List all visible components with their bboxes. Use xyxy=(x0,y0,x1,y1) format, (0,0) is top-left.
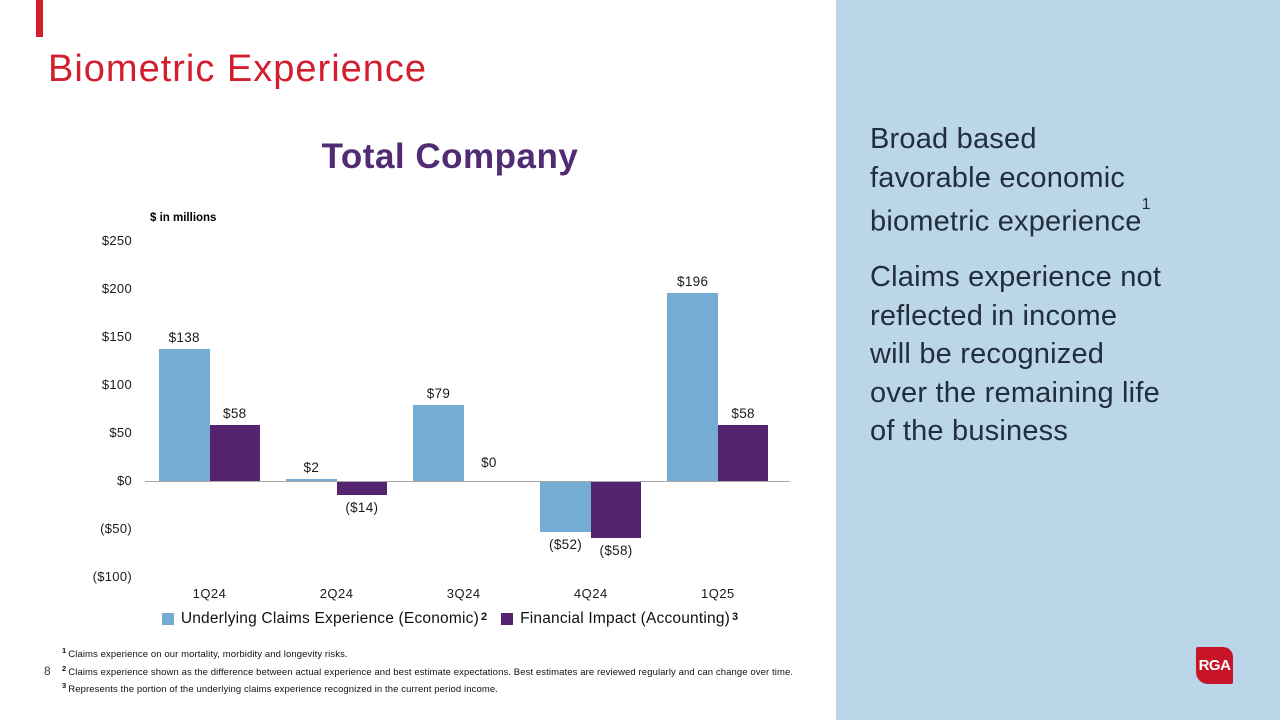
sidebar-text-line: Broad based xyxy=(870,123,1037,155)
legend-item-economic: Underlying Claims Experience (Economic) 2 xyxy=(161,610,488,628)
chart-legend: Underlying Claims Experience (Economic) 2… xyxy=(110,610,790,628)
y-axis-tick-label: $0 xyxy=(116,472,132,488)
bar-economic-1Q25 xyxy=(667,292,718,481)
x-axis-category-label: 2Q24 xyxy=(319,586,354,601)
bar-accounting-4Q24 xyxy=(590,482,642,538)
bar-accounting-2Q24 xyxy=(336,482,388,496)
rga-logo-text: RGA xyxy=(1198,657,1231,674)
x-axis-line xyxy=(145,480,790,482)
sidebar-text-line: biometric experience1 xyxy=(870,196,1151,238)
legend-swatch-icon xyxy=(501,613,514,625)
y-axis-tick-label: $100 xyxy=(101,376,132,392)
x-axis-category-label: 1Q24 xyxy=(192,586,227,601)
rga-logo: RGA xyxy=(1196,647,1233,684)
bar-value-label: $58 xyxy=(731,406,755,422)
sidebar-footnote-marker: 1 xyxy=(1141,196,1151,213)
footnote-text: Claims experience on our mortality, morb… xyxy=(68,649,348,661)
y-axis-tick-label: $150 xyxy=(101,328,132,344)
sidebar-text-line: over the remaining life xyxy=(870,376,1160,409)
x-axis-category-label: 3Q24 xyxy=(446,586,481,601)
y-axis-tick-label: $50 xyxy=(109,424,132,440)
y-axis-tick-label: $200 xyxy=(101,280,132,296)
sidebar-text-line: reflected in income xyxy=(870,299,1118,332)
bar-value-label: $196 xyxy=(677,273,709,289)
bar-accounting-1Q24 xyxy=(209,425,260,481)
red-accent-bar xyxy=(36,0,43,37)
chart-units-label: $ in millions xyxy=(150,212,217,224)
sidebar-text-line: of the business xyxy=(870,415,1069,447)
bar-value-label: ($58) xyxy=(599,542,633,558)
bar-value-label: $79 xyxy=(426,386,451,402)
bar-accounting-1Q25 xyxy=(717,425,769,481)
footnote-line: 3 Represents the portion of the underlyin… xyxy=(62,679,810,697)
legend-label: Financial Impact (Accounting) xyxy=(520,610,731,627)
chart-title: Total Company xyxy=(321,137,579,176)
sidebar-paragraph-1: Broad based favorable economic biometric e… xyxy=(870,120,1270,241)
footnote-text: Represents the portion of the underlying… xyxy=(68,684,498,696)
y-axis-tick-label: $250 xyxy=(101,232,132,248)
sidebar-text-line: Claims experience not xyxy=(870,261,1162,293)
y-axis-tick-label: ($50) xyxy=(100,520,132,536)
sidebar-text-line: will be recognized xyxy=(870,338,1105,370)
footnote-text: Claims experience shown as the differenc… xyxy=(68,666,794,678)
bar-economic-4Q24 xyxy=(540,482,591,532)
footnote-marker: 3 xyxy=(62,681,67,691)
page-title: Biometric Experience xyxy=(48,48,428,90)
bar-economic-3Q24 xyxy=(413,405,464,481)
footnote-marker: 2 xyxy=(62,663,67,673)
bar-value-label: ($14) xyxy=(345,500,379,516)
legend-label: Underlying Claims Experience (Economic) xyxy=(180,610,479,627)
x-axis-category-label: 4Q24 xyxy=(573,586,608,601)
bar-value-label: $0 xyxy=(481,455,497,470)
footnote-line: 1 Claims experience on our mortality, mor… xyxy=(62,644,810,662)
sidebar-paragraph-2: Claims experience not reflected in income… xyxy=(870,258,1270,451)
legend-swatch-icon xyxy=(161,613,174,625)
bar-value-label: ($52) xyxy=(549,536,583,552)
legend-footnote-marker: 2 xyxy=(480,611,488,623)
x-axis-category-label: 1Q25 xyxy=(700,586,735,601)
page-number: 8 xyxy=(44,664,51,678)
sidebar-panel: Broad based favorable economic biometric e… xyxy=(836,0,1280,720)
bar-economic-1Q24 xyxy=(159,348,210,481)
footnote-marker: 1 xyxy=(62,646,67,655)
legend-footnote-marker: 3 xyxy=(732,611,739,623)
bar-value-label: $58 xyxy=(223,406,247,422)
footnote-line: 2 Claims experience shown as the differen… xyxy=(62,662,810,680)
y-axis-tick-label: ($100) xyxy=(92,568,132,584)
footnotes: 1 Claims experience on our mortality, mor… xyxy=(62,644,810,697)
bar-economic-2Q24 xyxy=(286,479,337,481)
bar-value-label: $2 xyxy=(303,460,320,476)
legend-item-accounting: Financial Impact (Accounting) 3 xyxy=(501,610,738,628)
sidebar-text-line: favorable economic xyxy=(870,161,1126,194)
bar-value-label: $138 xyxy=(168,329,200,345)
